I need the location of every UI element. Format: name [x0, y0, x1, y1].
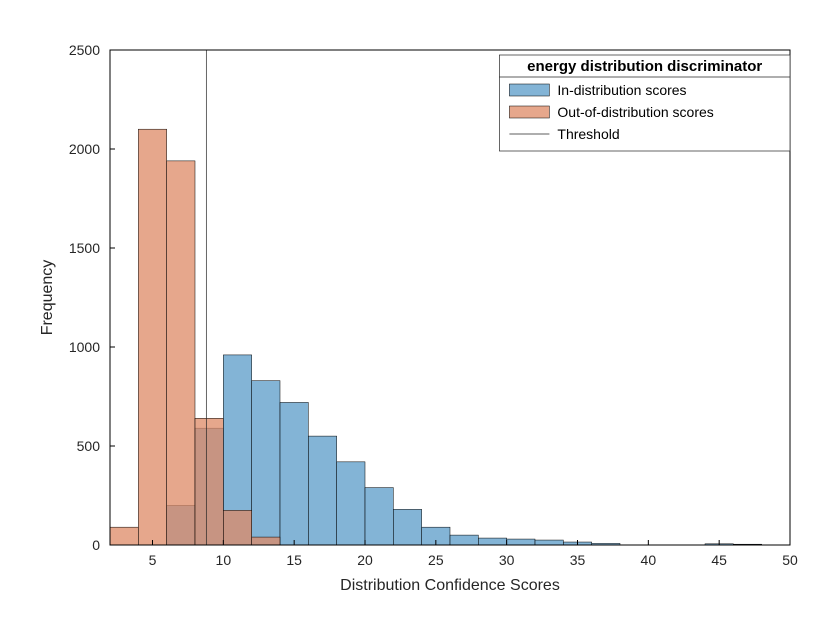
y-axis-label: Frequency — [39, 260, 56, 336]
x-axis-label: Distribution Confidence Scores — [340, 577, 560, 594]
x-tick-label: 50 — [782, 552, 798, 568]
histogram-bar — [393, 509, 421, 545]
y-tick-label: 0 — [92, 537, 100, 553]
histogram-chart: 510152025303540455005001000150020002500D… — [0, 0, 840, 630]
legend-swatch — [509, 106, 549, 118]
legend-item-label: Out-of-distribution scores — [557, 104, 713, 120]
x-tick-label: 35 — [570, 552, 586, 568]
histogram-bar — [110, 527, 138, 545]
legend-item-label: Threshold — [557, 126, 619, 142]
x-tick-label: 20 — [357, 552, 373, 568]
histogram-bar — [138, 129, 166, 545]
x-tick-label: 15 — [286, 552, 302, 568]
x-tick-label: 45 — [711, 552, 727, 568]
x-tick-label: 10 — [216, 552, 232, 568]
y-tick-label: 1000 — [69, 339, 100, 355]
histogram-bar — [167, 161, 195, 545]
legend-title: energy distribution discriminator — [527, 58, 762, 75]
histogram-bar — [252, 537, 280, 545]
histogram-bar — [280, 402, 308, 545]
x-tick-label: 25 — [428, 552, 444, 568]
histogram-bar — [450, 535, 478, 545]
y-tick-label: 2000 — [69, 141, 100, 157]
x-tick-label: 40 — [641, 552, 657, 568]
histogram-bar — [507, 539, 535, 545]
legend: energy distribution discriminator In-dist… — [499, 55, 790, 151]
histogram-bar — [337, 462, 365, 545]
histogram-bar — [223, 510, 251, 545]
histogram-bar — [308, 436, 336, 545]
legend-item-label: In-distribution scores — [557, 82, 686, 98]
y-tick-label: 2500 — [69, 42, 100, 58]
chart-svg: 510152025303540455005001000150020002500D… — [0, 0, 840, 630]
histogram-bar — [535, 540, 563, 545]
x-tick-label: 30 — [499, 552, 515, 568]
y-tick-label: 1500 — [69, 240, 100, 256]
x-tick-label: 5 — [149, 552, 157, 568]
y-tick-label: 500 — [77, 438, 101, 454]
histogram-bar — [252, 381, 280, 545]
histogram-bar — [478, 538, 506, 545]
legend-swatch — [509, 84, 549, 96]
histogram-bar — [195, 418, 223, 545]
histogram-bar — [365, 488, 393, 545]
